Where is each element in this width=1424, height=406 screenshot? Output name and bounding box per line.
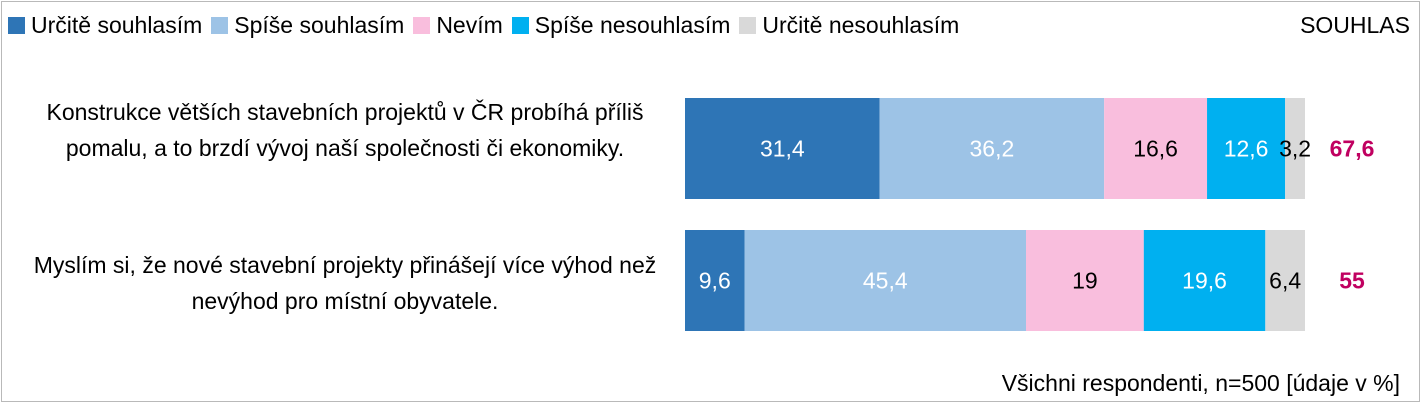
data-label: 19,6 — [1182, 268, 1227, 294]
data-label: 31,4 — [760, 136, 805, 162]
legend-item: Nevím — [413, 11, 503, 39]
bar-segment — [879, 98, 1105, 199]
bar-segment — [1143, 230, 1266, 331]
legend-label: Určitě souhlasím — [31, 11, 203, 38]
bar-segment — [685, 98, 880, 199]
data-label: 12,6 — [1224, 136, 1269, 162]
data-label: 45,4 — [863, 268, 908, 294]
legend-swatch — [413, 16, 431, 34]
summary-header: SOUHLAS — [1300, 12, 1410, 38]
legend-swatch — [8, 16, 25, 34]
legend: Určitě souhlasím Spíše souhlasím Nevím S… — [8, 10, 968, 40]
legend-label: Spíše nesouhlasím — [534, 11, 731, 38]
data-label: 19 — [1072, 268, 1098, 294]
data-label: 16,6 — [1133, 136, 1178, 162]
legend-item: Určitě nesouhlasím — [739, 12, 959, 39]
bar-segment — [1104, 98, 1208, 199]
legend-swatch — [511, 16, 529, 34]
summary-value: 55 — [1339, 268, 1365, 294]
data-label: 3,2 — [1279, 136, 1311, 162]
bar-segment — [1285, 98, 1305, 199]
footnote: Všichni respondenti, n=500 [údaje v %] — [1001, 370, 1400, 396]
legend-swatch — [211, 16, 229, 34]
legend-label: Nevím — [436, 11, 503, 38]
bar-segment — [1265, 230, 1305, 331]
legend-label: Spíše souhlasím — [234, 11, 405, 38]
bar-segment — [1207, 98, 1286, 199]
legend-label: Určitě nesouhlasím — [762, 11, 960, 38]
legend-item: Spíše nesouhlasím — [511, 11, 731, 39]
bar-segment — [1026, 230, 1144, 331]
data-label: 9,6 — [699, 268, 731, 294]
category-label: Konstrukce větších stavebních projektů v… — [46, 99, 644, 161]
bar-segment — [744, 230, 1026, 331]
data-label: 36,2 — [970, 136, 1015, 162]
summary-value: 67,6 — [1330, 136, 1375, 162]
data-label: 6,4 — [1269, 268, 1301, 294]
legend-swatch — [739, 16, 757, 34]
bar-segment — [685, 230, 745, 331]
legend-item: Určitě souhlasím — [8, 12, 202, 39]
legend-item: Spíše souhlasím — [211, 12, 404, 39]
category-label: Myslím si, že nové stavební projekty při… — [33, 252, 657, 314]
